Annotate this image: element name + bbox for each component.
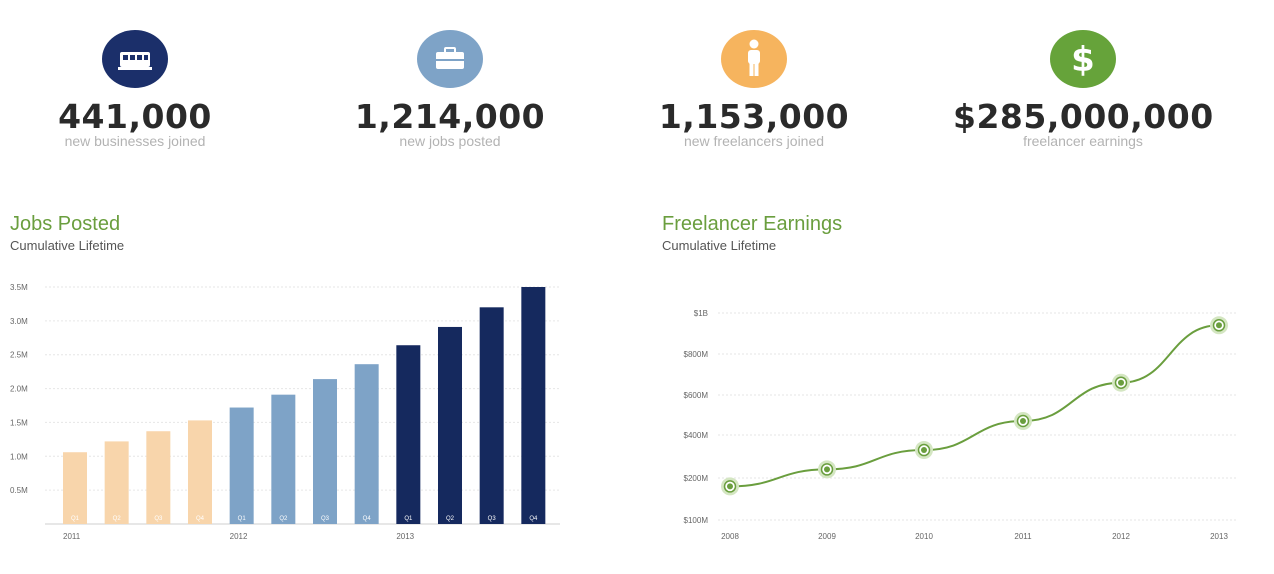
bar-quarter-label: Q2 [279, 516, 288, 522]
person-icon [721, 30, 787, 88]
y-tick-label: 3.5M [10, 283, 28, 292]
x-tick-label: 2012 [1112, 532, 1130, 541]
earnings-chart-title: Freelancer Earnings [662, 213, 843, 235]
bar-quarter-label: Q4 [196, 516, 205, 522]
y-tick-label: 1.0M [10, 452, 28, 461]
bar-quarter-label: Q3 [321, 516, 330, 522]
bar [104, 441, 129, 524]
x-tick-label: 2008 [721, 532, 739, 541]
bar [479, 307, 504, 524]
y-tick-label: 2.5M [10, 351, 28, 360]
stat-earnings: $ $285,000,000 freelancer earnings [953, 30, 1213, 149]
data-point [1020, 418, 1026, 424]
x-group-label: 2012 [230, 532, 248, 541]
bar-quarter-label: Q1 [71, 516, 80, 522]
bar [63, 452, 87, 524]
x-tick-label: 2011 [1014, 532, 1032, 541]
bar-quarter-label: Q1 [238, 516, 247, 522]
svg-text:$: $ [1071, 40, 1095, 80]
data-point [824, 466, 830, 473]
x-tick-label: 2013 [1210, 532, 1228, 541]
bar-quarter-label: Q2 [446, 516, 455, 522]
stat-freelancers: 1,153,000 new freelancers joined [624, 30, 884, 149]
stat-label: freelancer earnings [1023, 133, 1143, 149]
dollar-icon: $ [1050, 30, 1116, 88]
bar-quarter-label: Q4 [529, 516, 538, 522]
stat-value: 1,153,000 [658, 97, 850, 136]
jobs-chart-title: Jobs Posted [10, 213, 121, 235]
earnings-chart-subtitle: Cumulative Lifetime [662, 238, 777, 253]
stat-jobs: 1,214,000 new jobs posted [320, 30, 580, 149]
y-tick-label: 1.5M [10, 418, 28, 427]
stat-label: new businesses joined [64, 133, 206, 149]
y-tick-label: 3.0M [10, 317, 28, 326]
stat-businesses: 441,000 new businesses joined [5, 30, 265, 149]
y-tick-label: $800M [684, 350, 709, 359]
jobs-posted-chart: 0.5M 1.0M 1.5M 2.0M 2.5M 3.0M 3.5M Q1 Q2 Q3 Q4 Q1 Q2… [10, 283, 560, 541]
x-tick-label: 2010 [915, 532, 933, 541]
stat-value: $285,000,000 [953, 97, 1214, 136]
stat-value: 1,214,000 [354, 97, 546, 136]
y-tick-label: $100M [684, 516, 709, 525]
bar-quarter-label: Q1 [404, 516, 413, 522]
bar [146, 431, 171, 524]
x-group-label: 2011 [63, 532, 81, 541]
data-point [1118, 379, 1124, 386]
bar [229, 407, 254, 524]
bar [521, 287, 546, 524]
y-tick-label: $200M [684, 474, 709, 483]
y-tick-label: $600M [684, 391, 709, 400]
y-tick-label: $400M [684, 431, 709, 440]
jobs-chart-subtitle: Cumulative Lifetime [10, 238, 125, 253]
x-group-label: 2013 [396, 532, 414, 541]
bar [188, 420, 212, 524]
bar [438, 326, 462, 524]
bar-quarter-label: Q2 [113, 516, 122, 522]
y-tick-label: 2.0M [10, 385, 28, 394]
data-point [921, 447, 927, 454]
bar [271, 394, 296, 524]
stat-value: 441,000 [58, 97, 212, 136]
bar [313, 379, 337, 524]
bar [396, 345, 421, 524]
data-point [727, 483, 733, 490]
bar [354, 364, 379, 524]
x-tick-label: 2009 [818, 532, 836, 541]
y-tick-label: $1B [694, 309, 708, 318]
building-icon [102, 30, 168, 88]
bar-quarter-label: Q4 [363, 516, 372, 522]
stat-label: new freelancers joined [683, 133, 825, 149]
data-point [1216, 322, 1222, 329]
bar-quarter-label: Q3 [154, 516, 163, 522]
stat-label: new jobs posted [399, 133, 501, 149]
freelancer-earnings-chart: $100M $200M $400M $600M $800M $1B 2008 2009 2010… [684, 309, 1236, 541]
briefcase-icon [417, 30, 483, 88]
earnings-line [729, 324, 1220, 488]
y-tick-label: 0.5M [10, 486, 28, 495]
bar-quarter-label: Q3 [488, 516, 497, 522]
